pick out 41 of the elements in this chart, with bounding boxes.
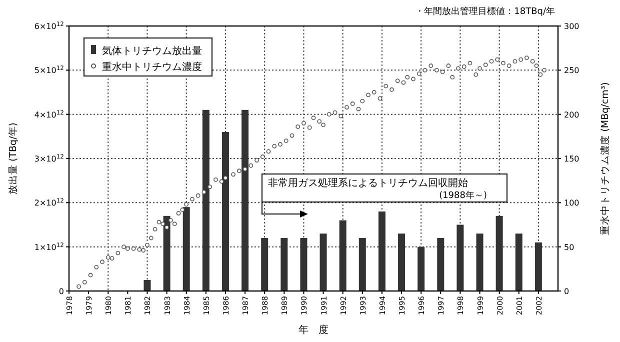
- y-tick-label: 6×10$^{12}$: [34, 20, 64, 31]
- y-tick-label: 5×10$^{12}$: [34, 64, 64, 76]
- bar: [222, 132, 229, 291]
- bar: [261, 238, 268, 291]
- y-axis-title: 放出量 (TBq/年): [7, 122, 19, 194]
- legend-label: 気体トリチウム放出量: [102, 45, 202, 57]
- y-tick-label: 2×10$^{12}$: [34, 197, 64, 208]
- bar: [163, 216, 170, 291]
- legend-label: 重水中トリチウム濃度: [102, 61, 202, 73]
- y-tick-label: 3×10$^{12}$: [34, 153, 64, 164]
- bar: [358, 238, 366, 291]
- bar: [242, 110, 249, 291]
- y2-tick-label: 50: [564, 242, 574, 252]
- y2-tick-label: 100: [564, 198, 580, 208]
- bar: [144, 280, 151, 291]
- y-tick-label: 0: [58, 287, 64, 296]
- y2-tick-label: 300: [564, 22, 580, 31]
- bar: [418, 246, 425, 291]
- bar: [496, 216, 503, 291]
- bar: [320, 234, 327, 291]
- bar: [476, 234, 484, 291]
- annotation: 非常用ガス処理系によるトリチウム回収開始 (1988年～): [268, 177, 487, 201]
- text: ・年間放出管理目標値：18TBq/年: [415, 6, 555, 17]
- bar: [300, 238, 308, 291]
- y-tick-label: 4×10$^{12}$: [34, 108, 64, 120]
- y2-tick-label: 200: [564, 110, 580, 120]
- bar: [398, 234, 406, 291]
- y2-tick-label: 0: [564, 287, 570, 296]
- bar: [202, 110, 210, 291]
- bar: [339, 220, 346, 291]
- bar: [378, 212, 386, 291]
- y2-axis-title: 重水中トリチウム濃度 (MBq/cm³): [599, 82, 611, 235]
- bar: [515, 234, 522, 291]
- bar: [280, 238, 288, 291]
- x-axis-title: 年 度: [298, 324, 328, 336]
- bar: [437, 238, 444, 291]
- y2-tick-label: 150: [564, 154, 580, 164]
- bar: [534, 242, 542, 291]
- y2-tick-label: 250: [564, 66, 580, 76]
- y-tick-label: 1×10$^{12}$: [34, 241, 64, 252]
- bar: [456, 224, 464, 291]
